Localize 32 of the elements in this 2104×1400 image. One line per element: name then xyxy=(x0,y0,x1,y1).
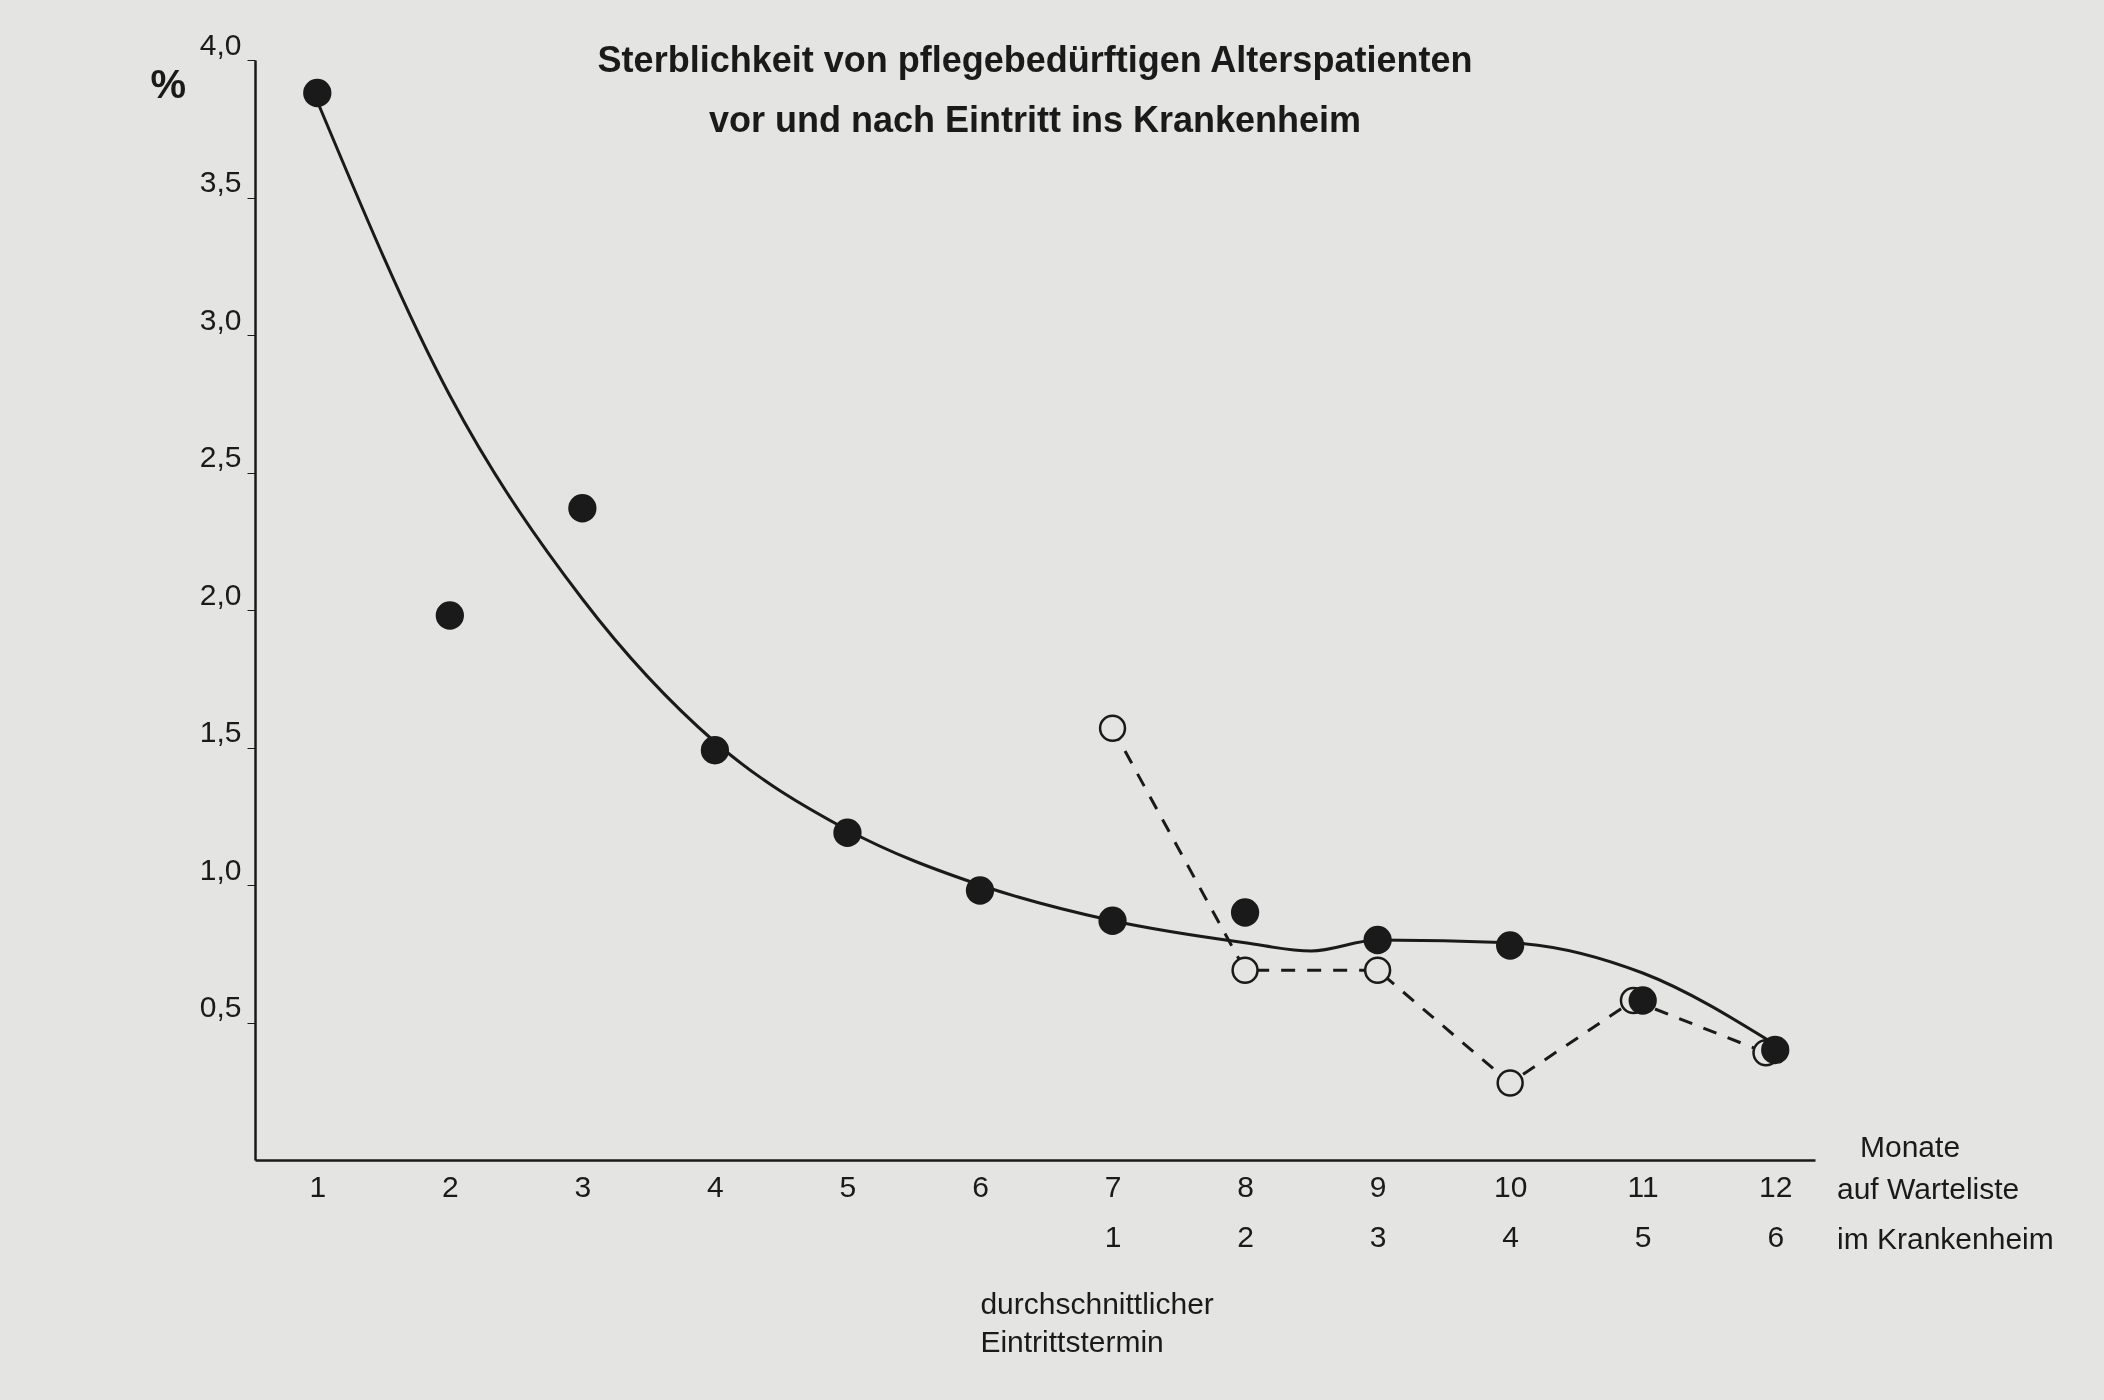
x2-tick-label: 4 xyxy=(1502,1219,1519,1253)
x-tick-label: 8 xyxy=(1237,1169,1254,1203)
x-tick-label: 2 xyxy=(441,1169,459,1203)
y-tick-label: 2,5 xyxy=(199,440,242,473)
x2-axis-title: im Krankenheim xyxy=(1837,1222,2054,1255)
y-tick-label: 1,5 xyxy=(199,715,242,748)
x-tick-label: 1 xyxy=(309,1169,327,1203)
y-tick-label: 2,0 xyxy=(199,577,242,611)
x-tick-label: 9 xyxy=(1369,1169,1387,1203)
x-tick-label: 4 xyxy=(707,1169,724,1203)
x2-tick-label: 6 xyxy=(1767,1219,1785,1253)
x2-tick-label: 3 xyxy=(1369,1219,1387,1253)
x2-tick-label: 1 xyxy=(1104,1219,1122,1253)
x2-tick-label: 2 xyxy=(1237,1219,1254,1253)
y-tick-label: 3,0 xyxy=(199,302,242,336)
x-tick-label: 5 xyxy=(839,1169,857,1203)
x-axis-title: auf Warteliste xyxy=(1837,1172,2020,1205)
text: durchschnittlicher Eintrittstermin xyxy=(980,1287,1214,1358)
x-tick-label: 3 xyxy=(574,1169,592,1203)
x-tick-label: 10 xyxy=(1493,1169,1528,1203)
y-axis-title: % xyxy=(150,61,187,106)
y-tick-label: 1,0 xyxy=(199,852,242,886)
y-tick-label: 0,5 xyxy=(199,990,242,1023)
x-tick-label: 7 xyxy=(1104,1169,1122,1203)
text: Monate xyxy=(1860,1130,1961,1163)
x-tick-label: 11 xyxy=(1627,1169,1659,1203)
x-tick-label: 6 xyxy=(972,1169,989,1203)
chart-title: Sterblichkeit von pflegebedürftigen Alterspatienten vor und nach Eintritt ins Krankenheim xyxy=(597,39,1473,140)
x-tick-label: 12 xyxy=(1759,1169,1793,1203)
y-tick-label: 4,0 xyxy=(199,27,242,61)
y-tick-label: 3,5 xyxy=(199,165,242,198)
x2-tick-label: 5 xyxy=(1634,1219,1652,1253)
